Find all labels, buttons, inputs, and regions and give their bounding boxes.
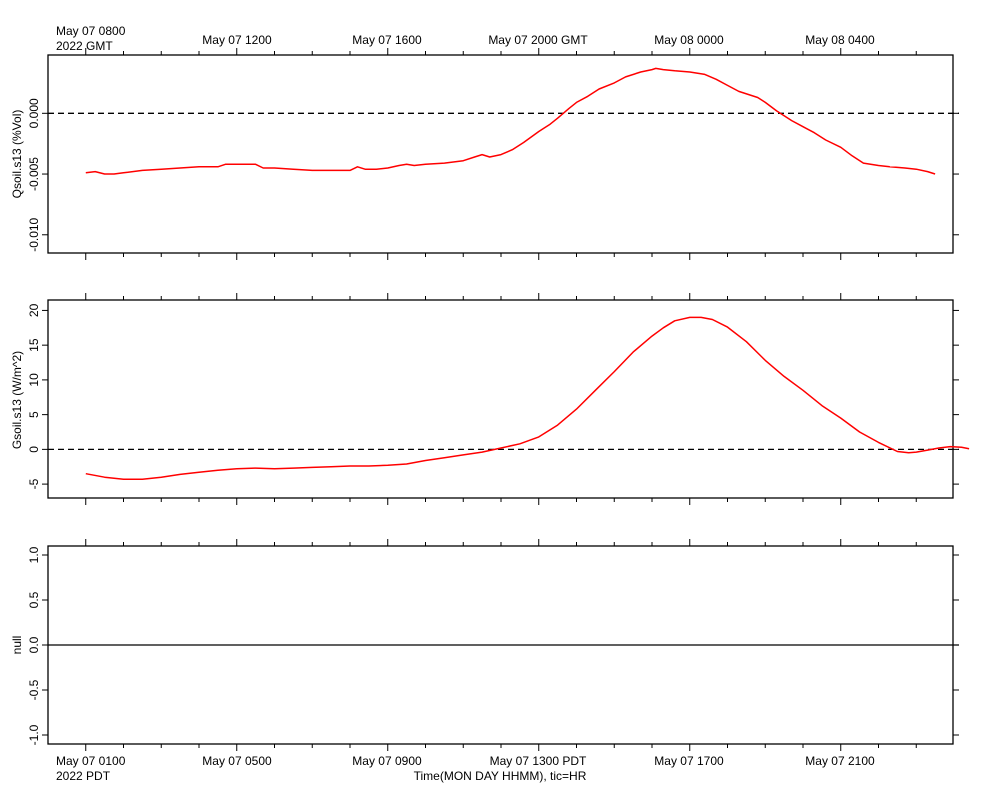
bottom-axis-label: May 07 1700 [654, 754, 724, 768]
top-axis-label: May 08 0000 [654, 33, 724, 47]
series-line [85, 67, 936, 175]
series-lines [85, 316, 970, 480]
top-axis-label: May 07 1600 [352, 33, 422, 47]
y-tick-label: -0.010 [27, 217, 41, 251]
y-axis-ticks: -5 0 5 10 15 20 [27, 303, 959, 489]
y-axis-title: Gsoil.s13 (W/m^2) [10, 351, 24, 449]
plot-frame [47, 299, 954, 499]
y-tick-label: -0.5 [27, 679, 41, 700]
y-tick-label: -0.005 [27, 157, 41, 191]
top-axis-first-label-year: 2022 GMT [56, 39, 113, 53]
bottom-axis-label: May 07 0900 [352, 754, 422, 768]
y-tick-label: 1.0 [27, 546, 41, 563]
tick-marks [85, 293, 917, 505]
top-axis-first-label: May 07 0800 [56, 24, 126, 38]
y-axis-title: Qsoil.s13 (%Vol) [10, 110, 24, 199]
y-tick-label: 0.0 [27, 636, 41, 653]
bottom-axis-label: May 07 0500 [202, 754, 272, 768]
panel-null: -1.0 -0.5 0.0 0.5 1.0 null [10, 539, 959, 751]
y-tick-label: 20 [27, 303, 41, 317]
tick-marks [85, 539, 917, 751]
tick-marks [85, 48, 917, 260]
bottom-axis-first-label: May 07 0100 [56, 754, 126, 768]
y-tick-label: 0 [27, 446, 41, 453]
top-axis-label: May 07 1200 [202, 33, 272, 47]
top-axis-label: May 08 0400 [805, 33, 875, 47]
bottom-axis-label: May 07 1300 PDT [490, 754, 587, 768]
panel-qsoil: -0.010 -0.005 0.000 Qsoil.s13 (%Vol) [10, 48, 959, 260]
series-lines [85, 67, 936, 175]
bottom-axis-first-label-year: 2022 PDT [56, 769, 111, 783]
y-axis-ticks: -1.0 -0.5 0.0 0.5 1.0 [27, 546, 959, 745]
bottom-axis-label: May 07 2100 [805, 754, 875, 768]
y-tick-label: -5 [27, 478, 41, 489]
y-axis-ticks: -0.010 -0.005 0.000 [27, 98, 959, 252]
y-tick-label: 10 [27, 373, 41, 387]
x-axis-title: Time(MON DAY HHMM), tic=HR [414, 769, 587, 783]
series-line [85, 316, 970, 480]
y-tick-label: -1.0 [27, 724, 41, 745]
top-time-axis: May 07 0800 2022 GMT May 07 1200 May 07 … [56, 24, 875, 53]
panel-gsoil: -5 0 5 10 15 20 Gsoil.s13 (W/m^2) [10, 293, 970, 505]
y-tick-label: 15 [27, 338, 41, 352]
y-tick-label: 5 [27, 411, 41, 418]
y-tick-label: 0.000 [27, 98, 41, 128]
bottom-time-axis: May 07 0100 2022 PDT May 07 0500 May 07 … [56, 754, 875, 783]
top-axis-label: May 07 2000 GMT [488, 33, 588, 47]
y-tick-label: 0.5 [27, 591, 41, 608]
y-axis-title: null [10, 636, 24, 655]
